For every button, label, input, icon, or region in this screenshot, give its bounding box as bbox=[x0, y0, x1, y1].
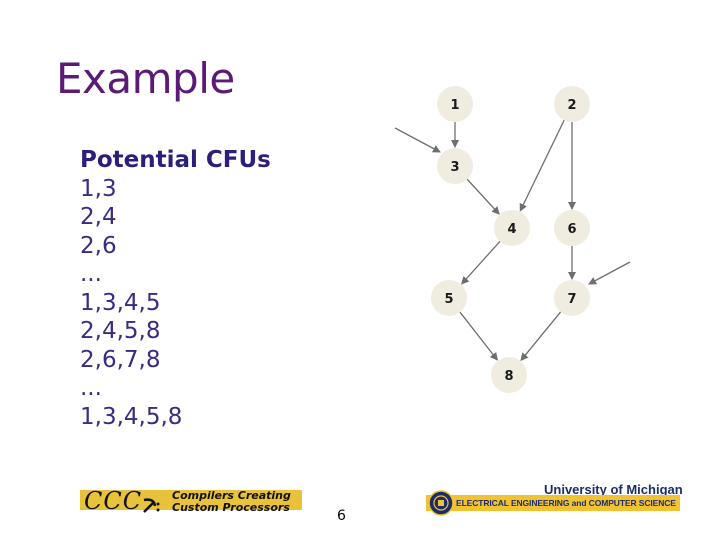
graph-node-5: 5 bbox=[431, 280, 467, 316]
cfu-item: 2,4,5,8 bbox=[80, 318, 161, 344]
cfu-item: 2,4 bbox=[80, 204, 117, 230]
graph-node-2: 2 bbox=[554, 86, 590, 122]
ccc-tagline-2: Custom Processors bbox=[172, 501, 290, 514]
page-number: 6 bbox=[337, 508, 346, 524]
cfu-list-heading: Potential CFUs bbox=[80, 147, 271, 173]
graph-node-circle bbox=[554, 280, 590, 316]
graph-node-label: 2 bbox=[567, 98, 576, 113]
cfu-item: ... bbox=[80, 261, 102, 287]
sickle-icon bbox=[143, 498, 160, 513]
ccc-logo-band bbox=[80, 490, 302, 510]
ccc-tagline-1: Compilers Creating bbox=[172, 489, 291, 502]
graph-node-label: 4 bbox=[507, 222, 516, 237]
graph-node-6: 6 bbox=[554, 210, 590, 246]
university-name: University of Michigan bbox=[544, 482, 683, 497]
graph-node-label: 1 bbox=[450, 98, 459, 113]
graph-edge-7-8 bbox=[520, 311, 562, 362]
graph-node-label: 5 bbox=[444, 292, 453, 307]
graph-node-label: 8 bbox=[504, 369, 513, 384]
ccc-logo-mark: CCC bbox=[84, 487, 143, 515]
cfu-items: 1,3 2,4 2,6... 1,3,4,5 2,4,5,8 2,6,7,8... 1,3,… bbox=[80, 175, 271, 432]
graph-node-circle bbox=[431, 280, 467, 316]
graph-node-circle bbox=[494, 210, 530, 246]
graph-node-label: 7 bbox=[567, 292, 576, 307]
graph-node-3: 3 bbox=[437, 148, 473, 184]
cfu-item: 2,6,7,8 bbox=[80, 346, 161, 373]
graph-edge-5-8 bbox=[459, 311, 498, 361]
cfu-item: 2,6 bbox=[80, 232, 117, 259]
graph-node-circle bbox=[491, 357, 527, 393]
university-logo-band bbox=[426, 495, 680, 511]
university-logo: University of Michigan ELECTRICAL ENGINE… bbox=[426, 480, 683, 522]
graph-node-4: 4 bbox=[494, 210, 530, 246]
university-seal-icon bbox=[428, 490, 454, 516]
ccc-logo: CCC Compilers Creating Custom Processors bbox=[80, 486, 302, 522]
graph-edge-2-4 bbox=[519, 119, 565, 212]
external-input-arrow-7 bbox=[588, 261, 631, 285]
cfu-item: 1,3,4,5,8 bbox=[80, 403, 183, 430]
graph-node-circle bbox=[554, 86, 590, 122]
slide-title: Example bbox=[56, 54, 235, 103]
graph-nodes: 1 2 3 4 5 6 7 8 bbox=[431, 86, 590, 393]
external-input-arrow-3 bbox=[394, 127, 441, 153]
graph-node-8: 8 bbox=[491, 357, 527, 393]
department-name: ELECTRICAL ENGINEERING and COMPUTER SCIE… bbox=[456, 498, 676, 508]
graph-node-1: 1 bbox=[437, 86, 473, 122]
graph-node-label: 6 bbox=[567, 222, 576, 237]
graph-node-label: 3 bbox=[450, 160, 459, 175]
graph-edges bbox=[451, 119, 576, 362]
cfu-item: 1,3 bbox=[80, 175, 117, 202]
graph-node-circle bbox=[437, 148, 473, 184]
cfu-item: 1,3,4,5 bbox=[80, 289, 161, 316]
cfu-item: ... bbox=[80, 375, 102, 401]
graph-edge-4-5 bbox=[461, 240, 501, 285]
cfu-list: Potential CFUs 1,3 2,4 2,6... 1,3,4,5 2,4,5,… bbox=[80, 146, 271, 431]
graph-edge-3-4 bbox=[466, 178, 500, 215]
graph-node-7: 7 bbox=[554, 280, 590, 316]
graph-node-circle bbox=[437, 86, 473, 122]
graph-node-circle bbox=[554, 210, 590, 246]
